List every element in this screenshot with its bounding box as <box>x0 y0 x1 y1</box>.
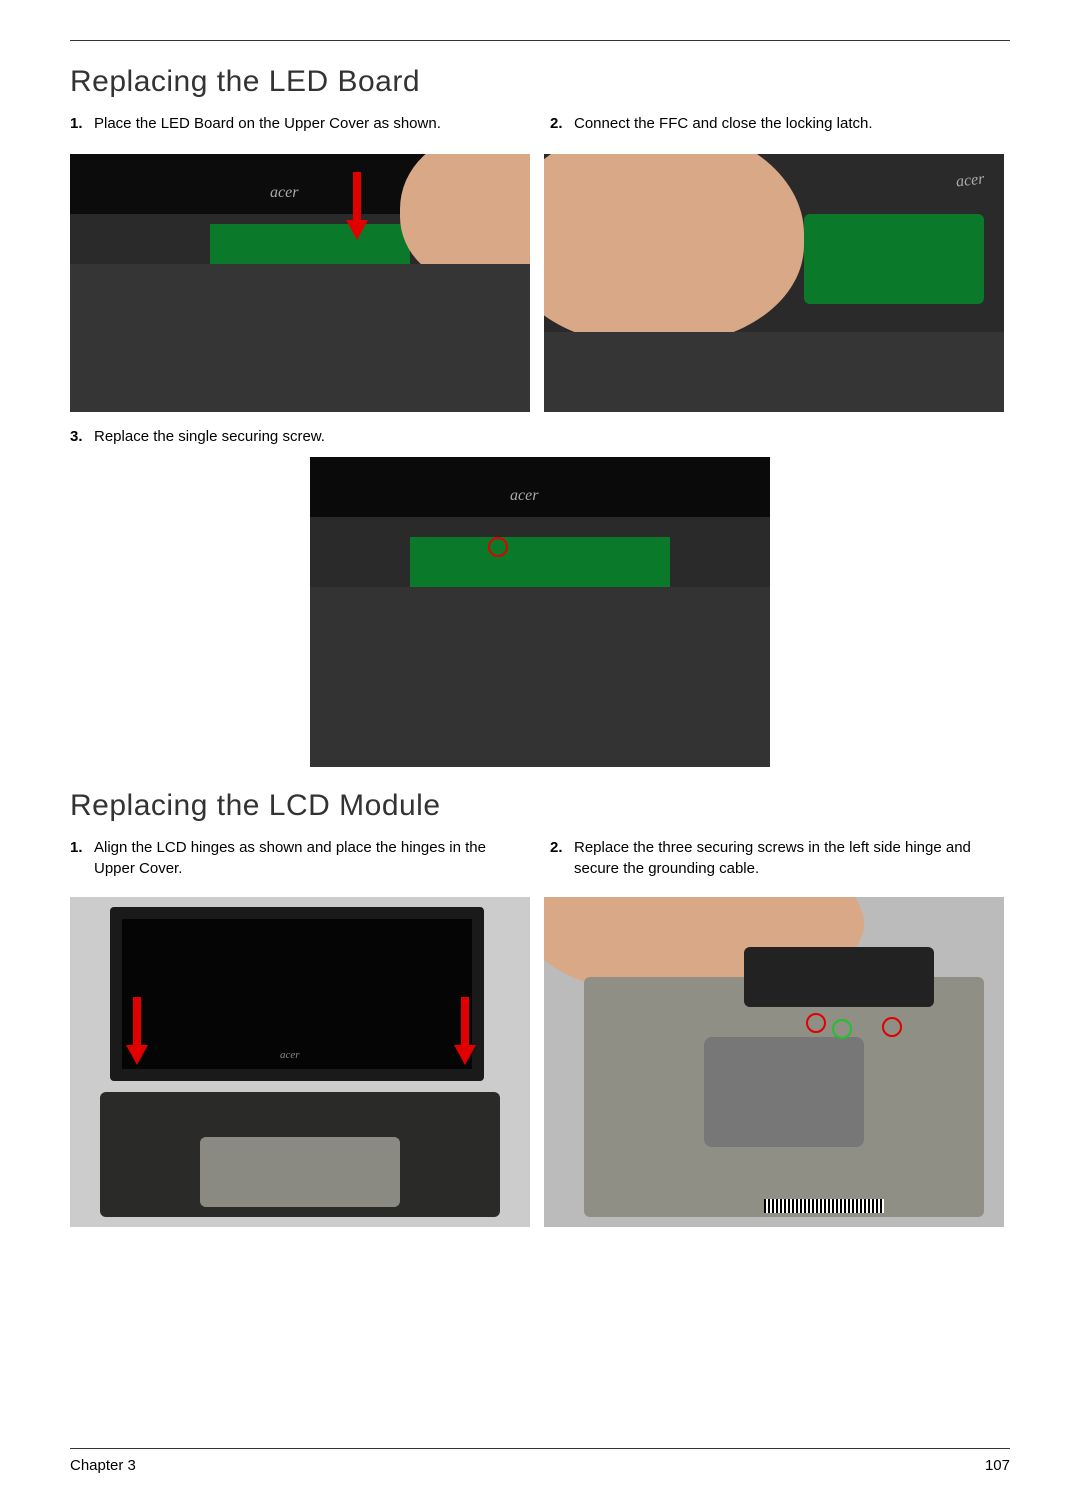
section1-steps-row1: 1. Place the LED Board on the Upper Cove… <box>70 113 1010 142</box>
step-number: 1. <box>70 113 94 134</box>
section1-heading: Replacing the LED Board <box>70 65 1010 99</box>
step-number: 1. <box>70 837 94 879</box>
acer-logo: acer <box>280 1049 300 1061</box>
red-ring-marker <box>806 1013 826 1033</box>
section1-image3: acer <box>310 457 770 767</box>
section1-image1: acer <box>70 154 530 412</box>
footer-page-number: 107 <box>985 1457 1010 1474</box>
section2-heading: Replacing the LCD Module <box>70 789 1010 823</box>
step-text: Replace the single securing screw. <box>94 426 1010 447</box>
step-number: 2. <box>550 113 574 134</box>
section1-step3: 3. Replace the single securing screw. <box>70 426 1010 447</box>
red-ring-marker <box>882 1017 902 1037</box>
step-text: Connect the FFC and close the locking la… <box>574 113 1010 134</box>
footer-chapter: Chapter 3 <box>70 1457 136 1474</box>
section2-steps-row1: 1. Align the LCD hinges as shown and pla… <box>70 837 1010 887</box>
step-text: Replace the three securing screws in the… <box>574 837 1010 879</box>
red-arrow-icon <box>130 997 144 1067</box>
section1-image-row: acer acer <box>70 154 1010 412</box>
section2-image2 <box>544 897 1004 1227</box>
section1-image2: acer <box>544 154 1004 412</box>
section1-image3-wrap: acer <box>70 457 1010 767</box>
top-rule <box>70 40 1010 41</box>
section1-step2: 2. Connect the FFC and close the locking… <box>550 113 1010 142</box>
step-text: Place the LED Board on the Upper Cover a… <box>94 113 530 134</box>
page-footer: Chapter 3 107 <box>70 1448 1010 1474</box>
step-number: 3. <box>70 426 94 447</box>
acer-logo: acer <box>955 171 985 192</box>
section1-step1: 1. Place the LED Board on the Upper Cove… <box>70 113 530 142</box>
barcode <box>764 1199 884 1213</box>
section2-image-row: acer <box>70 897 1010 1227</box>
red-arrow-icon <box>350 172 364 242</box>
red-arrow-icon <box>458 997 472 1067</box>
green-ring-marker <box>832 1019 852 1039</box>
step-number: 2. <box>550 837 574 879</box>
document-page: Replacing the LED Board 1. Place the LED… <box>0 0 1080 1512</box>
section2-step1: 1. Align the LCD hinges as shown and pla… <box>70 837 530 887</box>
section2-step2: 2. Replace the three securing screws in … <box>550 837 1010 887</box>
step-text: Align the LCD hinges as shown and place … <box>94 837 530 879</box>
acer-logo: acer <box>270 184 298 202</box>
bottom-rule <box>70 1448 1010 1449</box>
acer-logo: acer <box>510 487 538 505</box>
section2-image1: acer <box>70 897 530 1227</box>
red-ring-marker <box>488 537 508 557</box>
